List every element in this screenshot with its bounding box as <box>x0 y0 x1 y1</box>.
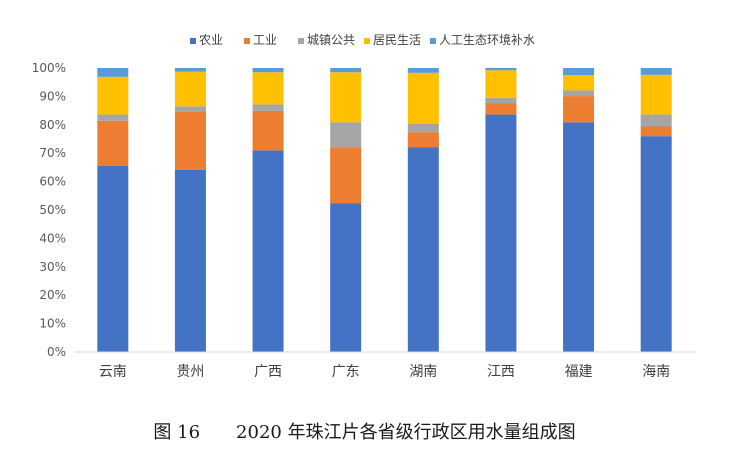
bar-segment <box>252 72 284 105</box>
y-tick-label: 30% <box>39 260 66 274</box>
bar-segment <box>174 71 206 107</box>
bar-segment <box>330 122 362 148</box>
bar-segment <box>97 120 129 166</box>
bar-segment <box>563 68 595 76</box>
y-tick-label: 80% <box>39 118 66 132</box>
bar-segment <box>640 68 672 75</box>
legend-label: 城镇公共 <box>307 33 355 47</box>
bar-segment <box>485 103 517 115</box>
bar-segment <box>97 68 129 77</box>
bar-segment <box>174 106 206 113</box>
bar-segment <box>174 169 206 352</box>
legend-swatch <box>430 38 436 44</box>
legend-label: 居民生活 <box>373 33 421 47</box>
figure-caption: 图 16 2020 年珠江片各省级行政区用水量组成图 <box>153 422 576 443</box>
bar-segment <box>640 114 672 127</box>
y-tick-label: 10% <box>39 317 66 331</box>
x-category-label: 云南 <box>99 364 127 380</box>
chart-legend: 农业 工业 城镇公共 居民生活 人工生态环境补水 <box>190 32 535 47</box>
y-tick-label: 50% <box>39 203 66 217</box>
y-tick-label: 90% <box>39 89 66 103</box>
x-axis: 云南 贵州 广西 广东 湖南 江西 福建 海南 <box>99 364 670 380</box>
legend-swatch <box>298 38 304 44</box>
bar-segment <box>407 72 439 124</box>
bar-segment <box>485 70 517 98</box>
y-tick-label: 20% <box>39 288 66 302</box>
bar-segment <box>330 203 362 352</box>
bar-segment <box>563 96 595 123</box>
bar-segment <box>563 75 595 91</box>
x-category-label: 湖南 <box>409 364 437 380</box>
bar-segment <box>97 114 129 121</box>
x-category-label: 福建 <box>565 364 593 380</box>
bar-segment <box>485 97 517 104</box>
bar-segment <box>640 136 672 352</box>
bar-segment <box>252 110 284 151</box>
legend-label: 人工生态环境补水 <box>439 32 535 47</box>
stacked-bar-chart: 农业 工业 城镇公共 居民生活 人工生态环境补水 0% 10% 20% 30% 40% 50% 60… <box>32 32 695 380</box>
legend-swatch <box>364 38 370 44</box>
bar-segment <box>407 123 439 133</box>
y-tick-label: 40% <box>39 231 66 245</box>
legend-label: 工业 <box>253 33 277 47</box>
bar-segment <box>407 147 439 352</box>
x-category-label: 贵州 <box>176 364 204 380</box>
legend-swatch <box>190 38 196 44</box>
bar-segment <box>252 68 284 73</box>
y-tick-label: 70% <box>39 146 66 160</box>
y-axis: 0% 10% 20% 30% 40% 50% 60% 70% 80% 90% 100% <box>32 61 66 359</box>
bar-segment <box>485 114 517 353</box>
x-category-label: 江西 <box>487 364 515 380</box>
bar-segment <box>174 112 206 170</box>
bar-segment <box>640 74 672 115</box>
legend-label: 农业 <box>199 33 223 47</box>
bar-segment <box>97 165 129 352</box>
bar-segment <box>330 72 362 123</box>
bar-segment <box>97 76 129 115</box>
y-tick-label: 100% <box>32 61 66 75</box>
x-category-label: 海南 <box>642 364 670 380</box>
y-tick-label: 0% <box>47 345 66 359</box>
bar-segment <box>252 150 284 352</box>
bar-segment <box>563 122 595 352</box>
bar-segment <box>407 68 439 73</box>
legend-swatch <box>244 38 250 44</box>
bar-segment <box>174 68 206 72</box>
bar-segment <box>330 68 362 73</box>
x-category-label: 广东 <box>332 364 360 380</box>
bar-segment <box>330 147 362 204</box>
y-tick-label: 60% <box>39 175 66 189</box>
x-category-label: 广西 <box>254 364 282 380</box>
bar-segment <box>563 90 595 97</box>
bar-segment <box>407 132 439 148</box>
bar-segment <box>485 68 517 71</box>
bar-segment <box>640 126 672 137</box>
bar-segment <box>252 104 284 111</box>
bars <box>97 68 672 353</box>
